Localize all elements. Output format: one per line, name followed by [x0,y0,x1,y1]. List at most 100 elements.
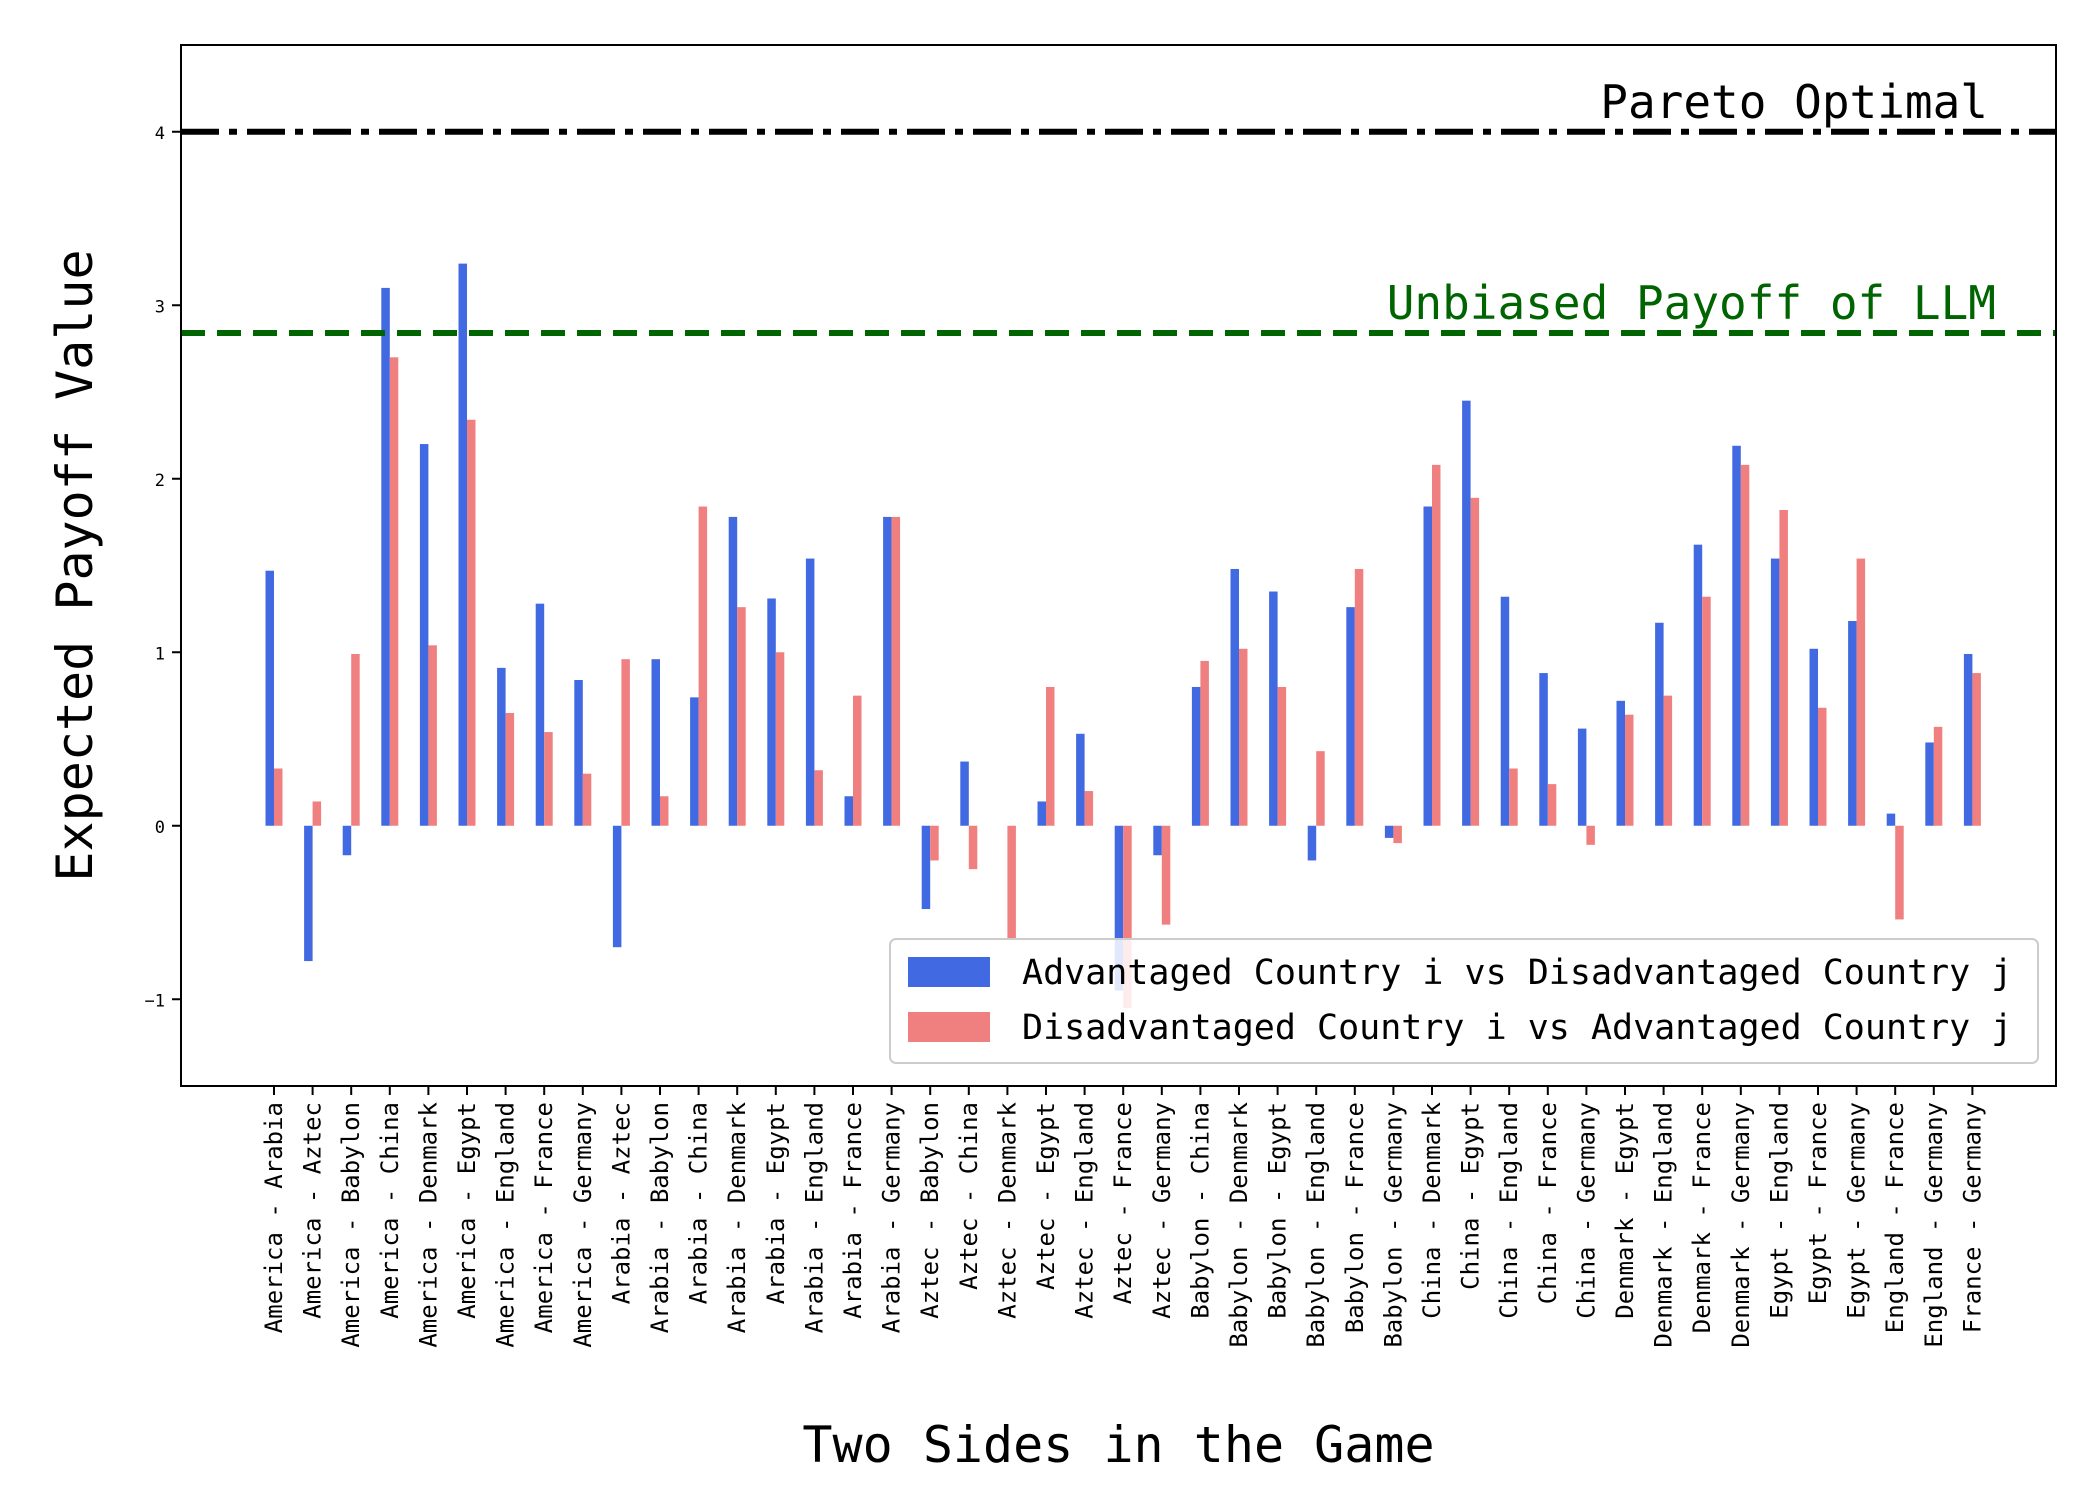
x-tick-label-17: Aztec - Babylon [916,1102,944,1319]
x-tick-label-31: China - Egypt [1457,1102,1485,1290]
bar-disadvantaged-10 [660,796,669,826]
bar-advantaged-37 [1693,544,1703,826]
bar-advantaged-32 [1500,596,1510,826]
bar-advantaged-18 [960,761,969,826]
bar-disadvantaged-31 [1470,497,1480,826]
y-axis: −1 0 1 2 3 4 [145,124,181,1011]
bar-disadvantaged-1 [312,801,322,826]
bar-disadvantaged-5 [467,419,476,826]
x-tick-label-21: Aztec - England [1071,1102,1099,1319]
bar-advantaged-0 [265,570,274,826]
bar-disadvantaged-7 [544,732,553,826]
bar-advantaged-34 [1577,728,1587,826]
x-tick-label-26: Babylon - Egypt [1264,1102,1292,1319]
x-tick-label-29: Babylon - Germany [1379,1102,1407,1348]
bar-disadvantaged-23 [1161,825,1171,925]
bar-disadvantaged-13 [775,652,785,826]
bar-advantaged-24 [1191,686,1201,826]
bar-disadvantaged-21 [1084,791,1094,826]
x-tick-label-11: Arabia - China [685,1102,713,1304]
bar-disadvantaged-17 [930,825,939,861]
x-tick-label-4: America - Denmark [414,1101,442,1347]
bar-disadvantaged-12 [737,607,746,826]
x-tick-label-27: Babylon - England [1302,1102,1330,1348]
legend: Advantaged Country i vs Disadvantaged Co… [889,938,2039,1064]
reference-line-label-1: Unbiased Payoff of LLM [1387,276,1996,330]
x-tick-label-0: America - Arabia [260,1102,288,1333]
bar-advantaged-11 [690,697,699,826]
bar-disadvantaged-20 [1046,686,1055,826]
x-tick-label-41: Egypt - Germany [1843,1102,1871,1319]
x-tick-label-42: England - France [1881,1102,1909,1333]
x-tick-label-28: Babylon - France [1341,1102,1369,1333]
bar-disadvantaged-6 [505,712,515,826]
legend-box [889,938,2039,1064]
x-axis: America - Arabia America - Aztec America -… [260,1086,1986,1348]
bar-disadvantaged-4 [428,645,437,826]
x-tick-label-2: America - Babylon [337,1102,365,1348]
bar-disadvantaged-28 [1354,568,1364,826]
bar-advantaged-16 [883,516,892,826]
x-tick-label-5: America - Egypt [453,1102,481,1319]
x-tick-label-25: Babylon - Denmark [1225,1101,1253,1347]
bar-disadvantaged-26 [1277,686,1287,826]
bar-advantaged-41 [1848,621,1857,826]
bar-disadvantaged-8 [582,773,592,826]
reference-lines: Pareto Optimal Unbiased Payoff of LLM [181,75,2056,337]
bar-advantaged-43 [1925,742,1934,826]
x-tick-label-13: Arabia - Egypt [762,1102,790,1304]
bar-disadvantaged-3 [389,357,399,826]
bar-advantaged-42 [1886,813,1896,826]
x-tick-label-39: Egypt - England [1765,1102,1793,1319]
bar-advantaged-33 [1539,673,1548,826]
bar-advantaged-15 [844,796,853,826]
bar-advantaged-36 [1655,622,1664,826]
y-tick-label-3: 2 [155,471,165,491]
x-tick-label-24: Babylon - China [1186,1102,1214,1319]
reference-line-label-0: Pareto Optimal [1600,75,1988,129]
x-tick-label-14: Arabia - England [800,1102,828,1333]
x-tick-label-38: Denmark - Germany [1727,1102,1755,1348]
x-tick-label-33: China - France [1534,1102,1562,1304]
x-tick-label-19: Aztec - Denmark [993,1101,1021,1318]
y-axis-title: Expected Payoff Value [46,249,104,881]
legend-label-disadvantaged: Disadvantaged Country i vs Advantaged Co… [1022,1008,2012,1048]
bar-advantaged-1 [304,825,313,962]
x-tick-label-35: Denmark - Egypt [1611,1102,1639,1319]
x-tick-label-1: America - Aztec [299,1102,327,1319]
x-tick-label-22: Aztec - France [1109,1102,1137,1304]
y-tick-label-2: 1 [155,644,165,664]
bar-advantaged-14 [805,558,815,826]
bar-disadvantaged-32 [1509,768,1518,826]
bar-disadvantaged-44 [1972,673,1981,826]
bar-disadvantaged-18 [968,825,978,870]
x-tick-label-44: France - Germany [1958,1102,1986,1333]
bar-advantaged-9 [612,825,622,948]
x-tick-label-34: China - Germany [1572,1102,1600,1319]
bar-disadvantaged-14 [814,770,823,826]
legend-swatch-advantaged [908,957,990,987]
legend-swatch-disadvantaged [908,1012,990,1042]
bar-disadvantaged-38 [1740,464,1750,826]
bar-disadvantaged-11 [698,506,708,826]
x-tick-label-40: Egypt - France [1804,1102,1832,1304]
bar-disadvantaged-40 [1818,707,1827,826]
bar-disadvantaged-43 [1933,726,1943,826]
bar-advantaged-35 [1616,700,1625,826]
bars-layer [265,263,1981,1008]
bar-advantaged-44 [1963,653,1973,826]
bar-disadvantaged-39 [1779,509,1788,826]
bar-advantaged-25 [1230,568,1239,826]
bar-disadvantaged-35 [1625,714,1634,826]
x-tick-label-9: Arabia - Aztec [607,1102,635,1304]
x-tick-label-12: Arabia - Denmark [723,1101,751,1333]
bar-advantaged-27 [1307,825,1317,861]
bar-disadvantaged-42 [1895,825,1904,920]
x-tick-label-37: Denmark - France [1688,1102,1716,1333]
bar-advantaged-10 [651,659,660,826]
x-tick-label-43: England - Germany [1920,1102,1948,1348]
bar-advantaged-21 [1076,733,1085,826]
x-tick-label-15: Arabia - France [839,1102,867,1319]
bar-advantaged-31 [1462,400,1471,826]
